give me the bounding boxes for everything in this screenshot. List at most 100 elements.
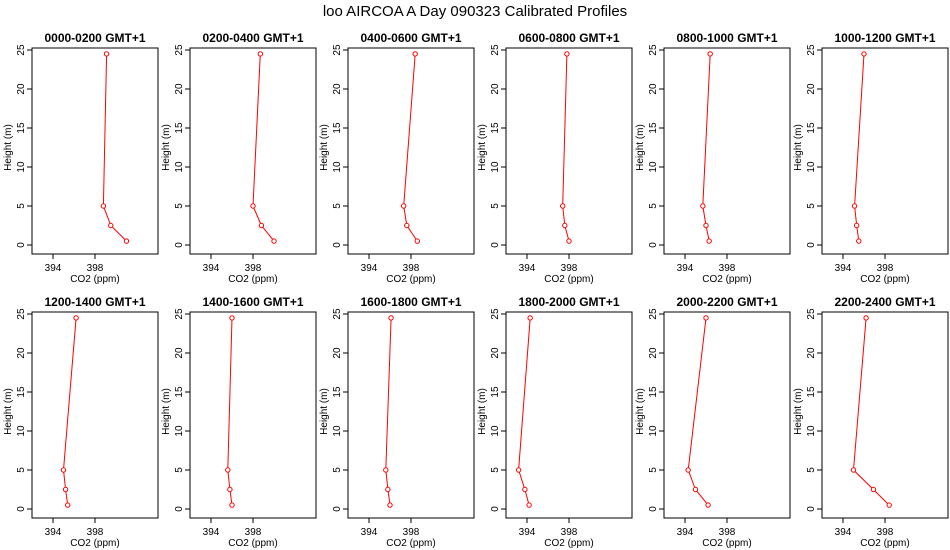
y-tick-label: 0: [806, 242, 817, 248]
plot-frame: [821, 311, 949, 519]
y-tick-label: 10: [648, 425, 659, 437]
y-tick-label: 25: [332, 44, 343, 56]
y-tick-label: 0: [648, 506, 659, 512]
x-axis-label: CO2 (ppm): [860, 274, 909, 285]
x-tick-label: 394: [519, 527, 536, 538]
data-point: [861, 51, 867, 57]
data-point: [271, 238, 277, 244]
y-axis-label: Height (m): [635, 388, 646, 435]
data-point: [703, 315, 709, 321]
y-tick-label: 20: [806, 83, 817, 95]
y-tick-label: 20: [332, 83, 343, 95]
x-tick-label: 394: [45, 263, 62, 274]
y-tick-label: 20: [648, 83, 659, 95]
y-tick-label: 5: [490, 203, 501, 209]
data-point: [65, 502, 71, 508]
y-tick-label: 15: [806, 122, 817, 134]
y-tick-label: 10: [174, 425, 185, 437]
y-tick-label: 10: [174, 161, 185, 173]
y-tick-label: 0: [174, 242, 185, 248]
x-axis-label: CO2 (ppm): [386, 274, 435, 285]
profile-line: [702, 53, 711, 242]
data-point: [692, 486, 699, 493]
data-point: [560, 203, 566, 209]
y-tick-label: 20: [16, 347, 27, 359]
panel-title: 0800-1000 GMT+1: [676, 31, 777, 45]
y-tick-label: 15: [648, 122, 659, 134]
x-axis-label: CO2 (ppm): [544, 538, 593, 549]
y-tick-label: 10: [648, 161, 659, 173]
x-axis-label: CO2 (ppm): [860, 538, 909, 549]
data-point: [73, 315, 79, 321]
y-axis-label: Height (m): [161, 388, 172, 435]
x-axis-label: CO2 (ppm): [70, 274, 119, 285]
data-point: [870, 486, 877, 493]
profile-line: [252, 53, 275, 242]
panel-title: 2200-2400 GMT+1: [834, 295, 935, 309]
plot-frame: [663, 311, 791, 519]
plot-frame: [347, 311, 475, 519]
y-tick-label: 20: [174, 347, 185, 359]
y-tick-label: 25: [648, 308, 659, 320]
y-tick-label: 0: [806, 506, 817, 512]
y-tick-label: 0: [16, 506, 27, 512]
y-axis-label: Height (m): [3, 124, 14, 171]
x-tick-label: 398: [403, 527, 420, 538]
panel-title: 0400-0600 GMT+1: [360, 31, 461, 45]
y-tick-label: 10: [806, 161, 817, 173]
y-tick-label: 25: [806, 308, 817, 320]
y-axis-label: Height (m): [319, 124, 330, 171]
x-tick-label: 398: [561, 527, 578, 538]
profile-line: [518, 317, 531, 506]
data-point: [400, 203, 407, 209]
data-point: [526, 502, 532, 508]
plot-frame: [31, 311, 159, 519]
data-point: [412, 51, 418, 57]
profile-line: [62, 317, 77, 506]
data-point: [700, 203, 706, 209]
x-tick-label: 394: [677, 263, 694, 274]
figure-title: loo AIRCOA A Day 090323 Calibrated Profi…: [323, 3, 627, 20]
y-tick-label: 5: [332, 203, 343, 209]
data-point: [257, 51, 264, 57]
data-point: [703, 222, 709, 229]
data-point: [100, 203, 107, 209]
y-tick-label: 25: [648, 44, 659, 56]
y-tick-label: 15: [806, 386, 817, 398]
profile-line: [687, 317, 709, 506]
profile-line: [102, 53, 127, 242]
data-point: [527, 315, 533, 321]
y-tick-label: 5: [806, 467, 817, 473]
data-point: [705, 502, 711, 508]
y-tick-label: 10: [16, 425, 27, 437]
profile-line: [854, 53, 865, 242]
y-tick-label: 25: [332, 308, 343, 320]
y-tick-label: 25: [174, 44, 185, 56]
y-tick-label: 15: [16, 122, 27, 134]
data-point: [564, 51, 570, 57]
y-tick-label: 0: [332, 506, 343, 512]
data-point: [385, 486, 391, 493]
y-tick-label: 0: [16, 242, 27, 248]
y-tick-label: 25: [490, 308, 501, 320]
plot-frame: [821, 47, 949, 255]
y-tick-label: 20: [332, 347, 343, 359]
y-tick-label: 0: [490, 242, 501, 248]
x-axis-label: CO2 (ppm): [386, 538, 435, 549]
x-axis-label: CO2 (ppm): [702, 538, 751, 549]
y-tick-label: 5: [648, 467, 659, 473]
x-tick-label: 394: [677, 527, 694, 538]
y-tick-label: 10: [490, 161, 501, 173]
plot-frame: [31, 47, 159, 255]
data-point: [522, 486, 528, 493]
data-point: [853, 222, 860, 229]
x-tick-label: 394: [361, 527, 378, 538]
data-point: [706, 238, 712, 244]
x-tick-label: 394: [835, 263, 852, 274]
